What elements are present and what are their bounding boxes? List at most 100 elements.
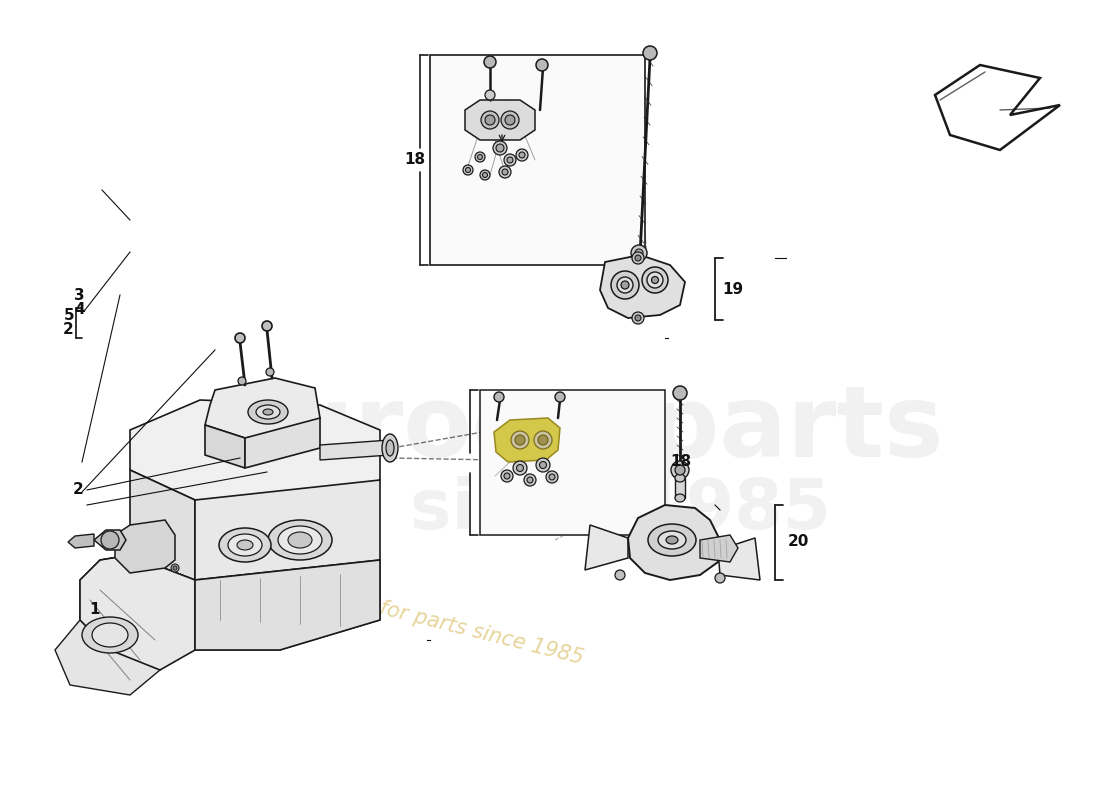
Polygon shape bbox=[935, 65, 1060, 150]
Circle shape bbox=[238, 377, 246, 385]
Circle shape bbox=[539, 462, 547, 469]
Circle shape bbox=[632, 312, 644, 324]
Circle shape bbox=[235, 333, 245, 343]
Polygon shape bbox=[245, 418, 320, 468]
Polygon shape bbox=[718, 538, 760, 580]
Polygon shape bbox=[116, 520, 175, 573]
Ellipse shape bbox=[219, 528, 271, 562]
Polygon shape bbox=[130, 470, 195, 580]
Circle shape bbox=[483, 173, 487, 178]
Circle shape bbox=[262, 321, 272, 331]
Circle shape bbox=[480, 170, 490, 180]
Circle shape bbox=[515, 435, 525, 445]
Ellipse shape bbox=[278, 526, 322, 554]
Ellipse shape bbox=[263, 409, 273, 415]
Text: 18: 18 bbox=[404, 153, 425, 167]
Polygon shape bbox=[55, 555, 160, 695]
Circle shape bbox=[481, 111, 499, 129]
Circle shape bbox=[496, 144, 504, 152]
Circle shape bbox=[463, 165, 473, 175]
Circle shape bbox=[494, 392, 504, 402]
Circle shape bbox=[502, 169, 508, 175]
Circle shape bbox=[635, 315, 641, 321]
Circle shape bbox=[524, 474, 536, 486]
Ellipse shape bbox=[648, 524, 696, 556]
Polygon shape bbox=[320, 440, 390, 460]
Polygon shape bbox=[205, 425, 245, 468]
Circle shape bbox=[632, 252, 644, 264]
Circle shape bbox=[615, 570, 625, 580]
Circle shape bbox=[651, 277, 659, 283]
Circle shape bbox=[504, 473, 510, 479]
Polygon shape bbox=[205, 378, 320, 438]
Circle shape bbox=[499, 166, 512, 178]
Ellipse shape bbox=[256, 405, 280, 419]
Circle shape bbox=[635, 255, 641, 261]
Ellipse shape bbox=[386, 440, 394, 456]
Circle shape bbox=[621, 281, 629, 289]
Circle shape bbox=[477, 154, 483, 159]
Polygon shape bbox=[465, 100, 535, 140]
Polygon shape bbox=[80, 555, 195, 670]
Circle shape bbox=[170, 564, 179, 572]
Circle shape bbox=[549, 474, 556, 480]
Polygon shape bbox=[195, 560, 380, 650]
Circle shape bbox=[534, 431, 552, 449]
Text: 3: 3 bbox=[75, 287, 85, 302]
Circle shape bbox=[475, 152, 485, 162]
Circle shape bbox=[536, 59, 548, 71]
Circle shape bbox=[500, 111, 519, 129]
Circle shape bbox=[647, 272, 663, 288]
Bar bbox=[480, 390, 666, 535]
Ellipse shape bbox=[228, 534, 262, 556]
Polygon shape bbox=[68, 534, 94, 548]
Circle shape bbox=[642, 267, 668, 293]
Ellipse shape bbox=[658, 531, 686, 549]
Circle shape bbox=[556, 392, 565, 402]
Circle shape bbox=[485, 90, 495, 100]
Circle shape bbox=[484, 56, 496, 68]
Circle shape bbox=[538, 435, 548, 445]
Circle shape bbox=[485, 115, 495, 125]
Text: 2: 2 bbox=[64, 322, 74, 338]
Polygon shape bbox=[585, 525, 628, 570]
Circle shape bbox=[493, 141, 507, 155]
Ellipse shape bbox=[82, 617, 138, 653]
Text: a passion for parts since 1985: a passion for parts since 1985 bbox=[275, 572, 585, 668]
Circle shape bbox=[671, 461, 689, 479]
Ellipse shape bbox=[101, 531, 119, 549]
Circle shape bbox=[504, 154, 516, 166]
Text: 18: 18 bbox=[670, 454, 691, 470]
Circle shape bbox=[516, 149, 528, 161]
Ellipse shape bbox=[382, 434, 398, 462]
Circle shape bbox=[465, 167, 471, 173]
Text: 19: 19 bbox=[722, 282, 744, 298]
Circle shape bbox=[644, 46, 657, 60]
Text: 20: 20 bbox=[788, 534, 810, 550]
Circle shape bbox=[505, 115, 515, 125]
Text: since 1985: since 1985 bbox=[409, 477, 830, 543]
Ellipse shape bbox=[236, 540, 253, 550]
Polygon shape bbox=[130, 400, 380, 500]
Polygon shape bbox=[94, 530, 126, 550]
Circle shape bbox=[617, 277, 632, 293]
Circle shape bbox=[500, 470, 513, 482]
Circle shape bbox=[513, 461, 527, 475]
Polygon shape bbox=[195, 560, 380, 650]
Circle shape bbox=[173, 566, 177, 570]
Circle shape bbox=[517, 465, 524, 471]
Ellipse shape bbox=[675, 494, 685, 502]
Polygon shape bbox=[700, 535, 738, 562]
Ellipse shape bbox=[248, 400, 288, 424]
Circle shape bbox=[715, 573, 725, 583]
Text: 4: 4 bbox=[75, 302, 85, 318]
Circle shape bbox=[546, 471, 558, 483]
Polygon shape bbox=[195, 480, 380, 580]
Ellipse shape bbox=[666, 536, 678, 544]
Circle shape bbox=[675, 465, 685, 475]
Ellipse shape bbox=[288, 532, 312, 548]
Circle shape bbox=[673, 386, 688, 400]
Circle shape bbox=[635, 249, 643, 257]
Text: 5: 5 bbox=[64, 307, 74, 322]
Circle shape bbox=[631, 245, 647, 261]
